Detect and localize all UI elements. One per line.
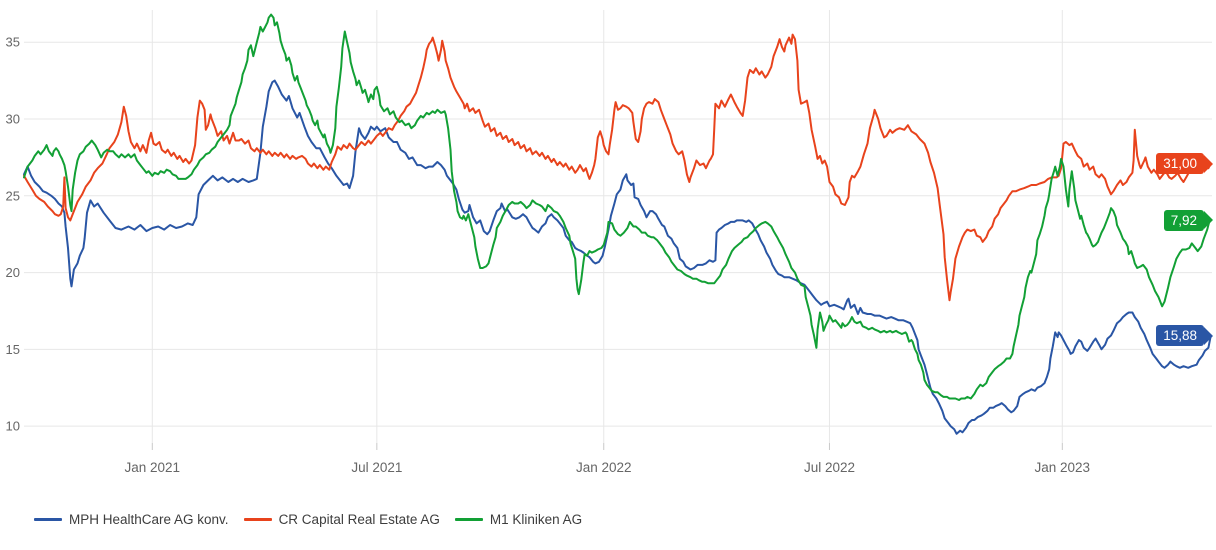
last-value-tag-mph: 15,88 [1156,325,1213,347]
series-line-m1[interactable] [23,13,1211,401]
y-axis-tick-label: 30 [6,112,20,127]
x-axis-tick-label: Jan 2021 [125,460,181,475]
x-axis-tick-label: Jul 2021 [351,460,402,475]
series-line-cr[interactable] [23,33,1212,302]
y-axis-tick-label: 25 [6,188,20,203]
x-axis-tick-label: Jan 2023 [1035,460,1091,475]
legend-item-m1-kliniken[interactable]: M1 Kliniken AG [454,512,583,527]
y-axis-tick-label: 10 [6,419,20,434]
y-axis-tick-label: 15 [6,342,20,357]
m1-kliniken-line-swatch-icon [454,518,483,521]
legend-label: M1 Kliniken AG [489,512,583,527]
legend-item-cr-capital[interactable]: CR Capital Real Estate AG [243,512,440,527]
y-axis-tick-label: 35 [6,35,20,50]
cr-capital-line-swatch-icon [243,518,272,521]
legend: MPH HealthCare AG konv. CR Capital Real … [34,512,582,527]
chart-plot-area[interactable]: 35 30 25 20 15 10 Jan 2021 Jul 2021 Jan 2022 Jul … [0,0,1216,500]
y-axis-tick-label: 20 [6,265,20,280]
series-line-mph[interactable] [23,79,1212,435]
x-axis-tick-label: Jul 2022 [804,460,855,475]
last-value-tag-m1-kliniken: 7,92 [1163,209,1214,231]
legend-label: MPH HealthCare AG konv. [69,512,229,527]
legend-item-mph[interactable]: MPH HealthCare AG konv. [34,512,229,527]
mph-line-swatch-icon [34,518,62,521]
last-value-tag-cr-capital: 31,00 [1156,153,1213,175]
x-axis-tick-label: Jan 2022 [576,460,632,475]
legend-label: CR Capital Real Estate AG [278,512,440,527]
